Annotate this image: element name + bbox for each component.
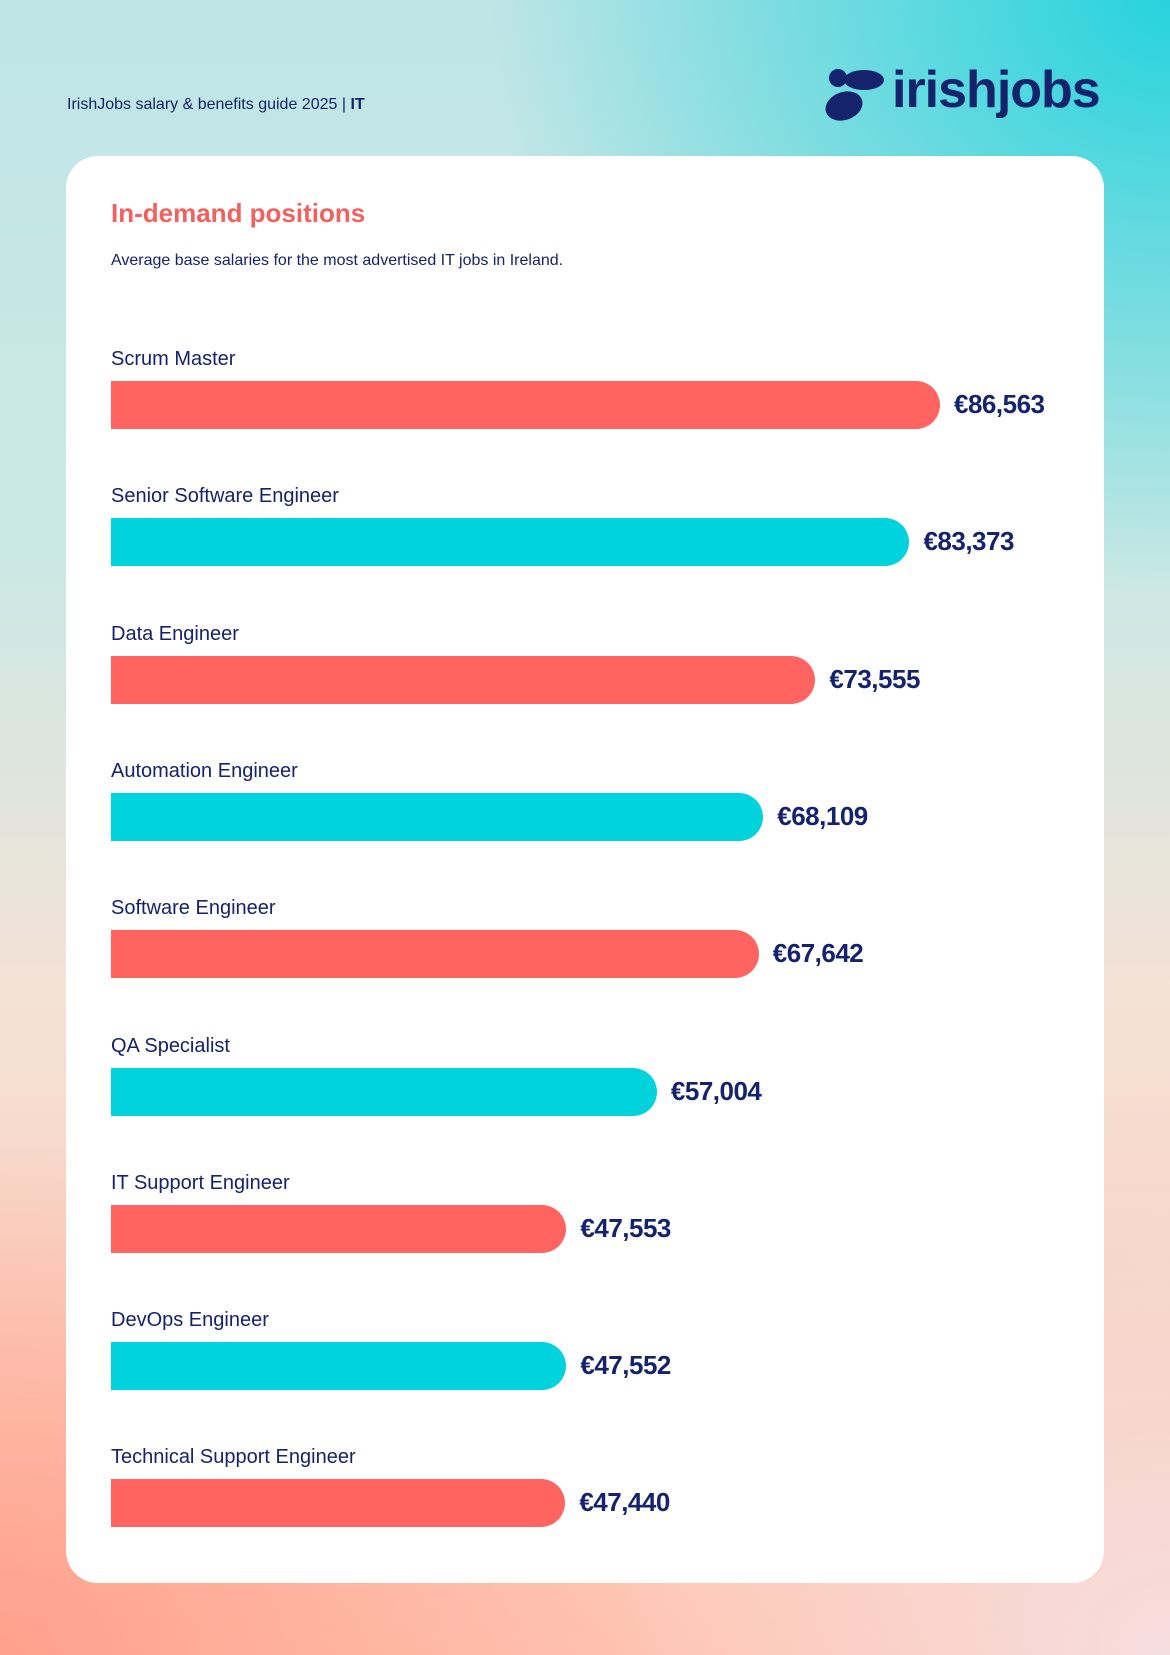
guide-header: IrishJobs salary & benefits guide 2025 |… xyxy=(67,96,365,114)
bar xyxy=(111,655,816,704)
value-label: €67,642 xyxy=(772,938,864,969)
bar-row: Senior Software Engineer €83,373 xyxy=(111,485,1071,585)
guide-section: IT xyxy=(350,96,365,113)
chart-subtitle: Average base salaries for the most adver… xyxy=(111,252,564,269)
bar xyxy=(111,1342,567,1391)
bar xyxy=(111,1479,566,1528)
bar-label: Technical Support Engineer xyxy=(111,1446,356,1469)
bar xyxy=(111,518,910,567)
bar xyxy=(111,1204,567,1253)
value-label: €83,373 xyxy=(923,526,1014,557)
bar-row: DevOps Engineer €47,552 xyxy=(111,1309,1071,1409)
irishjobs-logo: irishjobs xyxy=(824,61,1106,126)
bar-label: DevOps Engineer xyxy=(111,1309,269,1332)
bar-row: Automation Engineer €68,109 xyxy=(111,760,1071,860)
bar-label: Senior Software Engineer xyxy=(111,485,339,508)
bar-row: Software Engineer €67,642 xyxy=(111,897,1071,997)
bar-label: QA Specialist xyxy=(111,1034,230,1057)
chart-card: In-demand positions Average base salarie… xyxy=(66,156,1104,1583)
value-label: €73,555 xyxy=(829,663,920,694)
bar-label: Automation Engineer xyxy=(111,759,298,782)
bar xyxy=(111,1067,657,1116)
value-label: €86,563 xyxy=(954,389,1045,419)
value-label: €68,109 xyxy=(777,800,868,831)
bar-label: Scrum Master xyxy=(111,348,236,370)
value-label: €47,552 xyxy=(580,1350,671,1381)
guide-title: IrishJobs salary & benefits guide 2025 | xyxy=(67,96,351,113)
bar-row: QA Specialist €57,004 xyxy=(111,1035,1071,1135)
bar-row: Technical Support Engineer €47,440 xyxy=(111,1446,1071,1546)
bar-row: Scrum Master €86,563 xyxy=(111,348,1071,448)
bar xyxy=(111,792,764,841)
bar-label: IT Support Engineer xyxy=(111,1171,290,1194)
bar-row: IT Support Engineer €47,553 xyxy=(111,1172,1071,1272)
bar-label: Software Engineer xyxy=(111,897,276,920)
value-label: €47,553 xyxy=(580,1212,671,1243)
bar xyxy=(111,930,759,979)
bar-label: Data Engineer xyxy=(111,622,239,645)
bar xyxy=(111,381,940,429)
chart-title: In-demand positions xyxy=(111,198,366,228)
value-label: €57,004 xyxy=(670,1075,762,1106)
bar-row: Data Engineer €73,555 xyxy=(111,623,1071,723)
logo-text: irishjobs xyxy=(892,61,1101,119)
logo-mark-icon xyxy=(825,69,884,121)
value-label: €47,440 xyxy=(579,1487,670,1518)
